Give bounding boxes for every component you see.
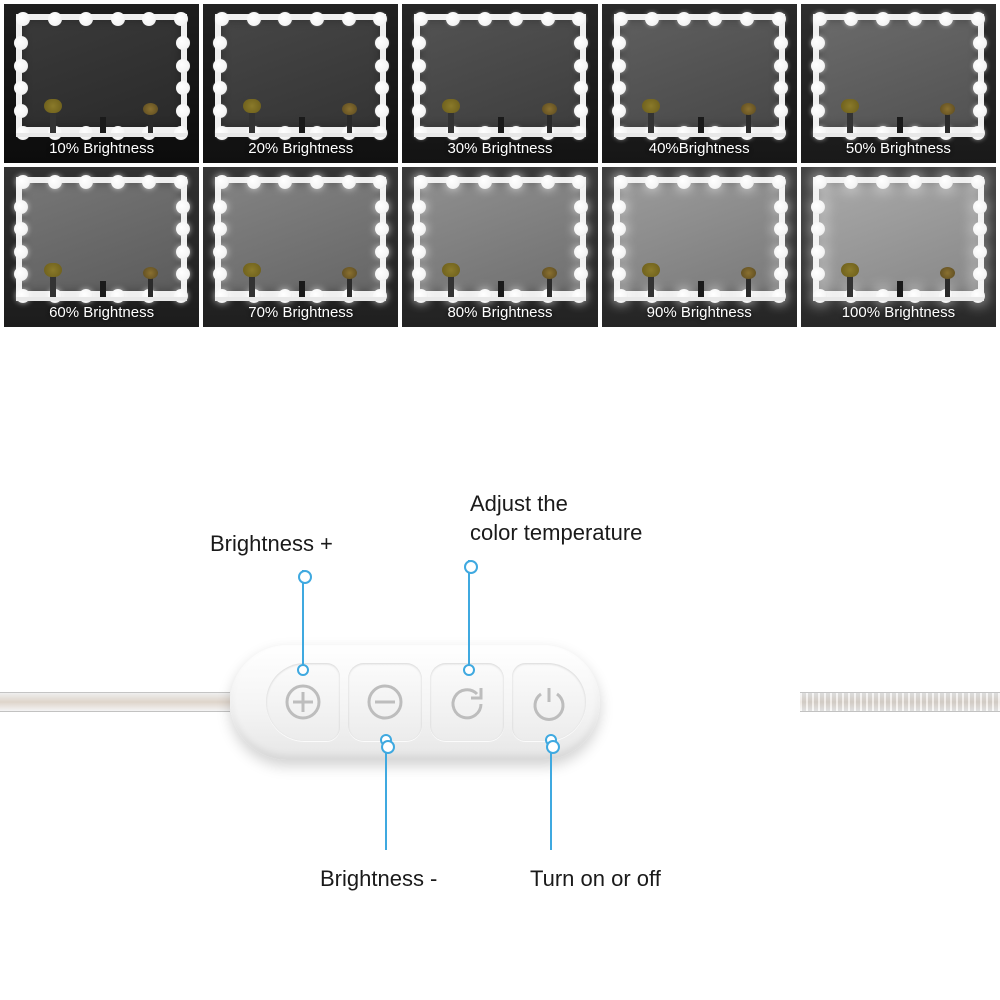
cable-left [0,692,230,712]
minus-icon [365,682,405,722]
cable-right [800,692,1000,712]
brightness-thumb-7: 70% Brightness [203,167,398,326]
label-brightness-plus: Brightness + [210,530,333,559]
brightness-thumb-5: 50% Brightness [801,4,996,163]
controller-body [230,645,600,760]
brightness-thumb-4: 40%Brightness [602,4,797,163]
label-brightness-minus: Brightness - [320,865,437,894]
brightness-thumb-2: 20% Brightness [203,4,398,163]
leader-brightness-minus [385,740,387,850]
plus-icon [283,682,323,722]
cycle-icon [447,682,487,722]
brightness-thumb-1: 10% Brightness [4,4,199,163]
brightness-grid: 10% Brightness20% Brightness30% Brightne… [0,0,1000,331]
power-button[interactable] [512,663,586,741]
leader-power [550,740,552,850]
label-power: Turn on or off [530,865,661,894]
leader-color-temp [468,560,470,670]
brightness-thumb-9: 90% Brightness [602,167,797,326]
brightness-thumb-8: 80% Brightness [402,167,597,326]
brightness-thumb-10: 100% Brightness [801,167,996,326]
brightness-down-button[interactable] [348,663,422,741]
brightness-thumb-3: 30% Brightness [402,4,597,163]
brightness-thumb-6: 60% Brightness [4,167,199,326]
controller-diagram: Brightness + Adjust the color temperatur… [0,430,1000,1000]
power-icon [529,682,569,722]
label-color-temp: Adjust the color temperature [470,490,690,547]
leader-brightness-plus [302,570,304,670]
